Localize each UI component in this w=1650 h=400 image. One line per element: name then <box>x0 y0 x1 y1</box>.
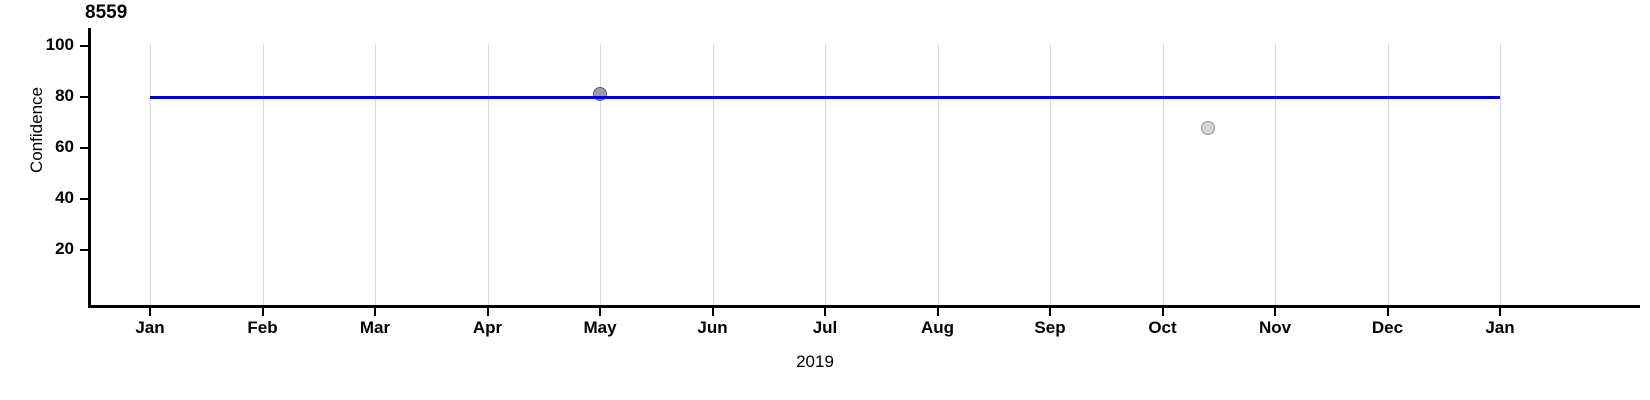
y-axis-spine <box>88 28 91 307</box>
x-tick-label: Oct <box>1148 318 1177 337</box>
gridline-vertical <box>600 44 601 305</box>
x-tick-mark <box>1049 307 1051 316</box>
x-tick-mark <box>149 307 151 316</box>
x-tick-mark <box>824 307 826 316</box>
data-point[interactable] <box>1200 120 1215 135</box>
gridline-vertical <box>1050 44 1051 305</box>
x-tick-label: May <box>583 318 617 337</box>
x-tick-mark <box>1274 307 1276 316</box>
x-tick-label: Jan <box>135 318 165 337</box>
gridline-vertical <box>1275 44 1276 305</box>
x-tick-label: Sep <box>1034 318 1066 337</box>
gridline-vertical <box>150 44 151 305</box>
x-tick-mark <box>1499 307 1501 316</box>
y-tick-mark <box>80 198 88 200</box>
data-point[interactable] <box>593 87 607 102</box>
x-tick-label: Aug <box>920 318 955 337</box>
y-tick-mark <box>80 96 88 98</box>
y-tick-label: 20 <box>55 239 74 258</box>
gridline-vertical <box>375 44 376 305</box>
y-tick-label: 60 <box>55 137 74 156</box>
gridline-vertical <box>712 44 714 305</box>
x-tick-mark <box>711 307 714 316</box>
x-axis-title: 2019 <box>796 352 834 371</box>
x-tick-label: Nov <box>1258 318 1292 337</box>
x-axis-spine <box>88 305 1640 308</box>
y-tick-mark <box>80 249 88 251</box>
gridline-vertical <box>262 44 264 305</box>
x-tick-mark <box>486 307 489 316</box>
x-tick-mark <box>1161 307 1164 316</box>
gridline-vertical <box>1500 44 1501 305</box>
chart-title: 8559 <box>85 2 128 23</box>
x-tick-label: Jan <box>1485 318 1515 337</box>
x-tick-label: Jul <box>812 318 838 337</box>
gridline-vertical <box>825 44 826 305</box>
gridline-vertical <box>1387 44 1389 305</box>
reference-line <box>150 96 1500 99</box>
x-tick-label: Jun <box>697 318 728 337</box>
x-tick-label: Dec <box>1371 318 1404 337</box>
y-tick-mark <box>80 45 88 47</box>
x-tick-label: Mar <box>359 318 391 337</box>
y-tick-mark <box>80 147 88 149</box>
x-tick-mark <box>936 307 939 316</box>
y-tick-label: 80 <box>55 86 74 105</box>
gridline-vertical <box>1162 44 1164 305</box>
x-tick-label: Apr <box>472 318 503 337</box>
x-tick-mark <box>1386 307 1389 316</box>
x-tick-mark <box>374 307 376 316</box>
gridline-vertical <box>937 44 939 305</box>
y-tick-label: 40 <box>55 188 74 207</box>
y-tick-label: 100 <box>45 35 74 54</box>
x-tick-mark <box>599 307 601 316</box>
x-tick-label: Feb <box>247 318 278 337</box>
gridline-vertical <box>487 44 489 305</box>
x-tick-mark <box>261 307 264 316</box>
